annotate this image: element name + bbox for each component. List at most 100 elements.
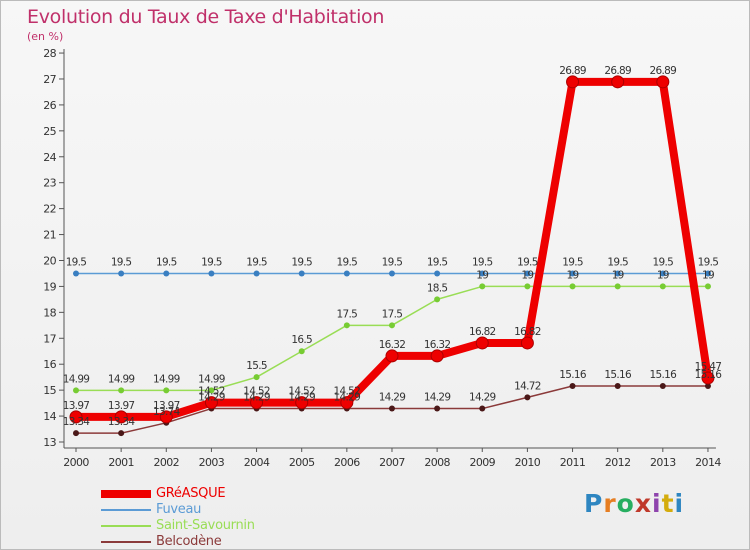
- proxiti-logo: Proxiti: [584, 489, 684, 518]
- data-label-1-12: 19.5: [607, 256, 628, 268]
- data-label-2-9: 19: [476, 269, 488, 281]
- data-point-0-5: [295, 396, 309, 410]
- data-label-0-7: 16.32: [379, 339, 406, 351]
- data-point-3-1: [118, 430, 125, 437]
- data-point-2-14: [704, 283, 711, 290]
- x-tick-label: 2011: [560, 456, 586, 469]
- data-point-1-9: [479, 270, 486, 277]
- data-point-0-11: [566, 75, 580, 89]
- data-label-1-7: 19.5: [382, 256, 403, 268]
- logo-letter: x: [634, 489, 652, 518]
- data-point-3-11: [569, 382, 576, 389]
- data-label-3-2: 13.74: [153, 406, 181, 418]
- data-point-2-9: [479, 283, 486, 290]
- data-point-3-14: [704, 382, 711, 389]
- data-point-1-6: [343, 270, 350, 277]
- y-tick-label: 27: [43, 73, 56, 86]
- y-tick-label: 28: [43, 47, 56, 60]
- data-point-2-0: [73, 387, 79, 394]
- data-point-3-10: [524, 394, 531, 401]
- y-tick-label: 25: [43, 125, 56, 138]
- data-label-3-1: 13.34: [108, 416, 136, 428]
- data-label-3-12: 15.16: [604, 369, 632, 381]
- data-label-0-2: 13.97: [153, 400, 180, 412]
- x-tick-label: 2012: [605, 456, 631, 469]
- x-tick-label: 2010: [515, 456, 541, 469]
- data-label-2-0: 14.99: [63, 373, 90, 385]
- data-point-0-1: [114, 410, 128, 424]
- y-tick-label: 14: [43, 410, 56, 423]
- data-label-3-4: 14.29: [243, 392, 270, 404]
- data-point-2-13: [659, 283, 666, 290]
- x-tick-label: 2004: [244, 456, 270, 469]
- data-point-0-9: [475, 336, 489, 350]
- data-point-0-6: [340, 396, 354, 410]
- data-label-0-12: 26.89: [604, 65, 631, 77]
- data-point-1-1: [118, 270, 125, 277]
- y-tick-label: 15: [43, 384, 56, 397]
- data-point-1-8: [434, 270, 441, 277]
- x-tick-label: 2009: [469, 456, 495, 469]
- data-label-1-8: 19.5: [427, 256, 448, 268]
- unit-label: (en %): [27, 30, 64, 43]
- data-point-1-10: [524, 270, 531, 277]
- y-tick-label: 13: [43, 436, 56, 449]
- data-point-1-0: [73, 270, 79, 277]
- data-label-1-11: 19.5: [562, 256, 583, 268]
- x-tick-label: 2003: [199, 456, 225, 469]
- data-label-0-11: 26.89: [559, 65, 586, 77]
- chart-title: Evolution du Taux de Taxe d'Habitation: [27, 6, 385, 28]
- data-label-2-8: 18.5: [427, 282, 448, 294]
- legend-label: Saint-Savournin: [156, 518, 255, 533]
- data-label-1-4: 19.5: [246, 256, 267, 268]
- data-label-1-1: 19.5: [111, 256, 132, 268]
- data-point-3-8: [434, 405, 441, 412]
- data-label-3-11: 15.16: [559, 369, 587, 381]
- data-label-2-11: 19: [567, 269, 579, 281]
- data-label-2-12: 19: [612, 269, 624, 281]
- data-point-2-6: [343, 322, 350, 329]
- y-tick-label: 22: [43, 203, 56, 216]
- y-tick-label: 23: [43, 177, 56, 190]
- data-point-0-13: [656, 75, 670, 89]
- data-point-1-3: [208, 270, 215, 277]
- legend-label: GRéASQUE: [156, 486, 226, 501]
- data-label-0-9: 16.82: [469, 326, 496, 338]
- y-tick-label: 17: [43, 332, 56, 345]
- data-point-2-10: [524, 283, 531, 290]
- data-label-1-10: 19.5: [517, 256, 538, 268]
- data-label-3-0: 13.34: [63, 416, 91, 428]
- legend-swatch: [101, 490, 151, 498]
- data-label-3-6: 14.29: [334, 392, 361, 404]
- data-label-0-0: 13.97: [63, 400, 90, 412]
- data-label-2-13: 19: [657, 269, 669, 281]
- data-point-2-3: [208, 387, 215, 394]
- y-tick-label: 18: [43, 306, 56, 319]
- legend-swatch: [101, 509, 151, 511]
- data-point-0-8: [430, 349, 444, 363]
- data-point-1-2: [163, 270, 170, 277]
- legend-swatch: [101, 525, 151, 527]
- data-label-2-7: 17.5: [382, 308, 403, 320]
- data-point-0-3: [204, 396, 218, 410]
- data-point-3-7: [388, 405, 395, 412]
- data-label-2-1: 14.99: [108, 373, 135, 385]
- logo-letter: i: [652, 489, 662, 518]
- logo-letter: t: [661, 489, 675, 518]
- x-tick-label: 2014: [695, 456, 721, 469]
- data-point-0-10: [520, 336, 534, 350]
- logo-letter: i: [674, 489, 685, 518]
- x-tick-label: 2002: [153, 456, 179, 469]
- data-label-0-13: 26.89: [650, 65, 677, 77]
- logo-letter: o: [616, 489, 635, 518]
- data-point-2-2: [163, 387, 170, 394]
- data-point-2-8: [434, 296, 441, 303]
- data-label-1-6: 19.5: [337, 256, 358, 268]
- legend-swatch: [101, 541, 151, 543]
- data-point-3-9: [479, 405, 486, 412]
- x-tick-label: 2013: [650, 456, 676, 469]
- data-label-1-5: 19.5: [291, 256, 312, 268]
- data-label-2-2: 14.99: [153, 373, 180, 385]
